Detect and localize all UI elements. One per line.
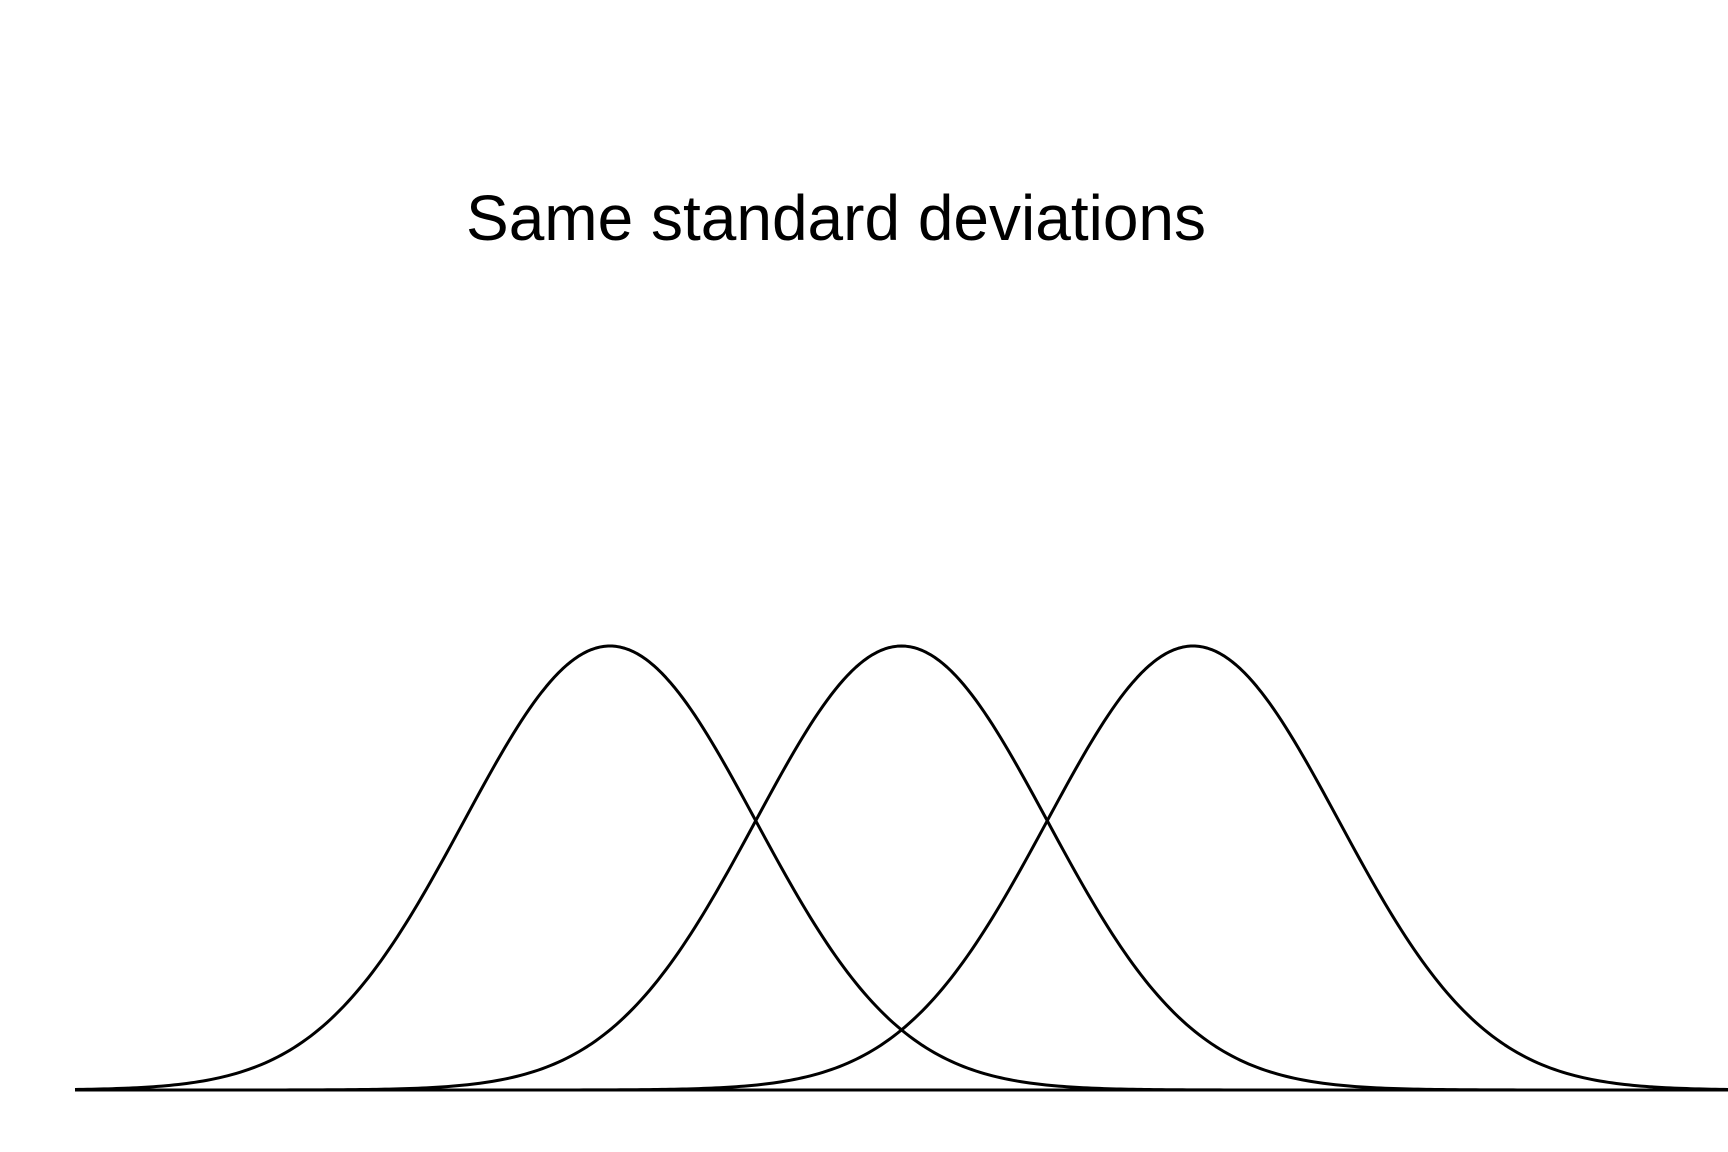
density-curve-1 [74, 644, 1728, 1092]
density-curve-2 [75, 644, 1728, 1092]
density-curve-3 [75, 644, 1728, 1092]
chart-title: Same standard deviations [466, 182, 1206, 254]
plot-area [74, 644, 1728, 1092]
